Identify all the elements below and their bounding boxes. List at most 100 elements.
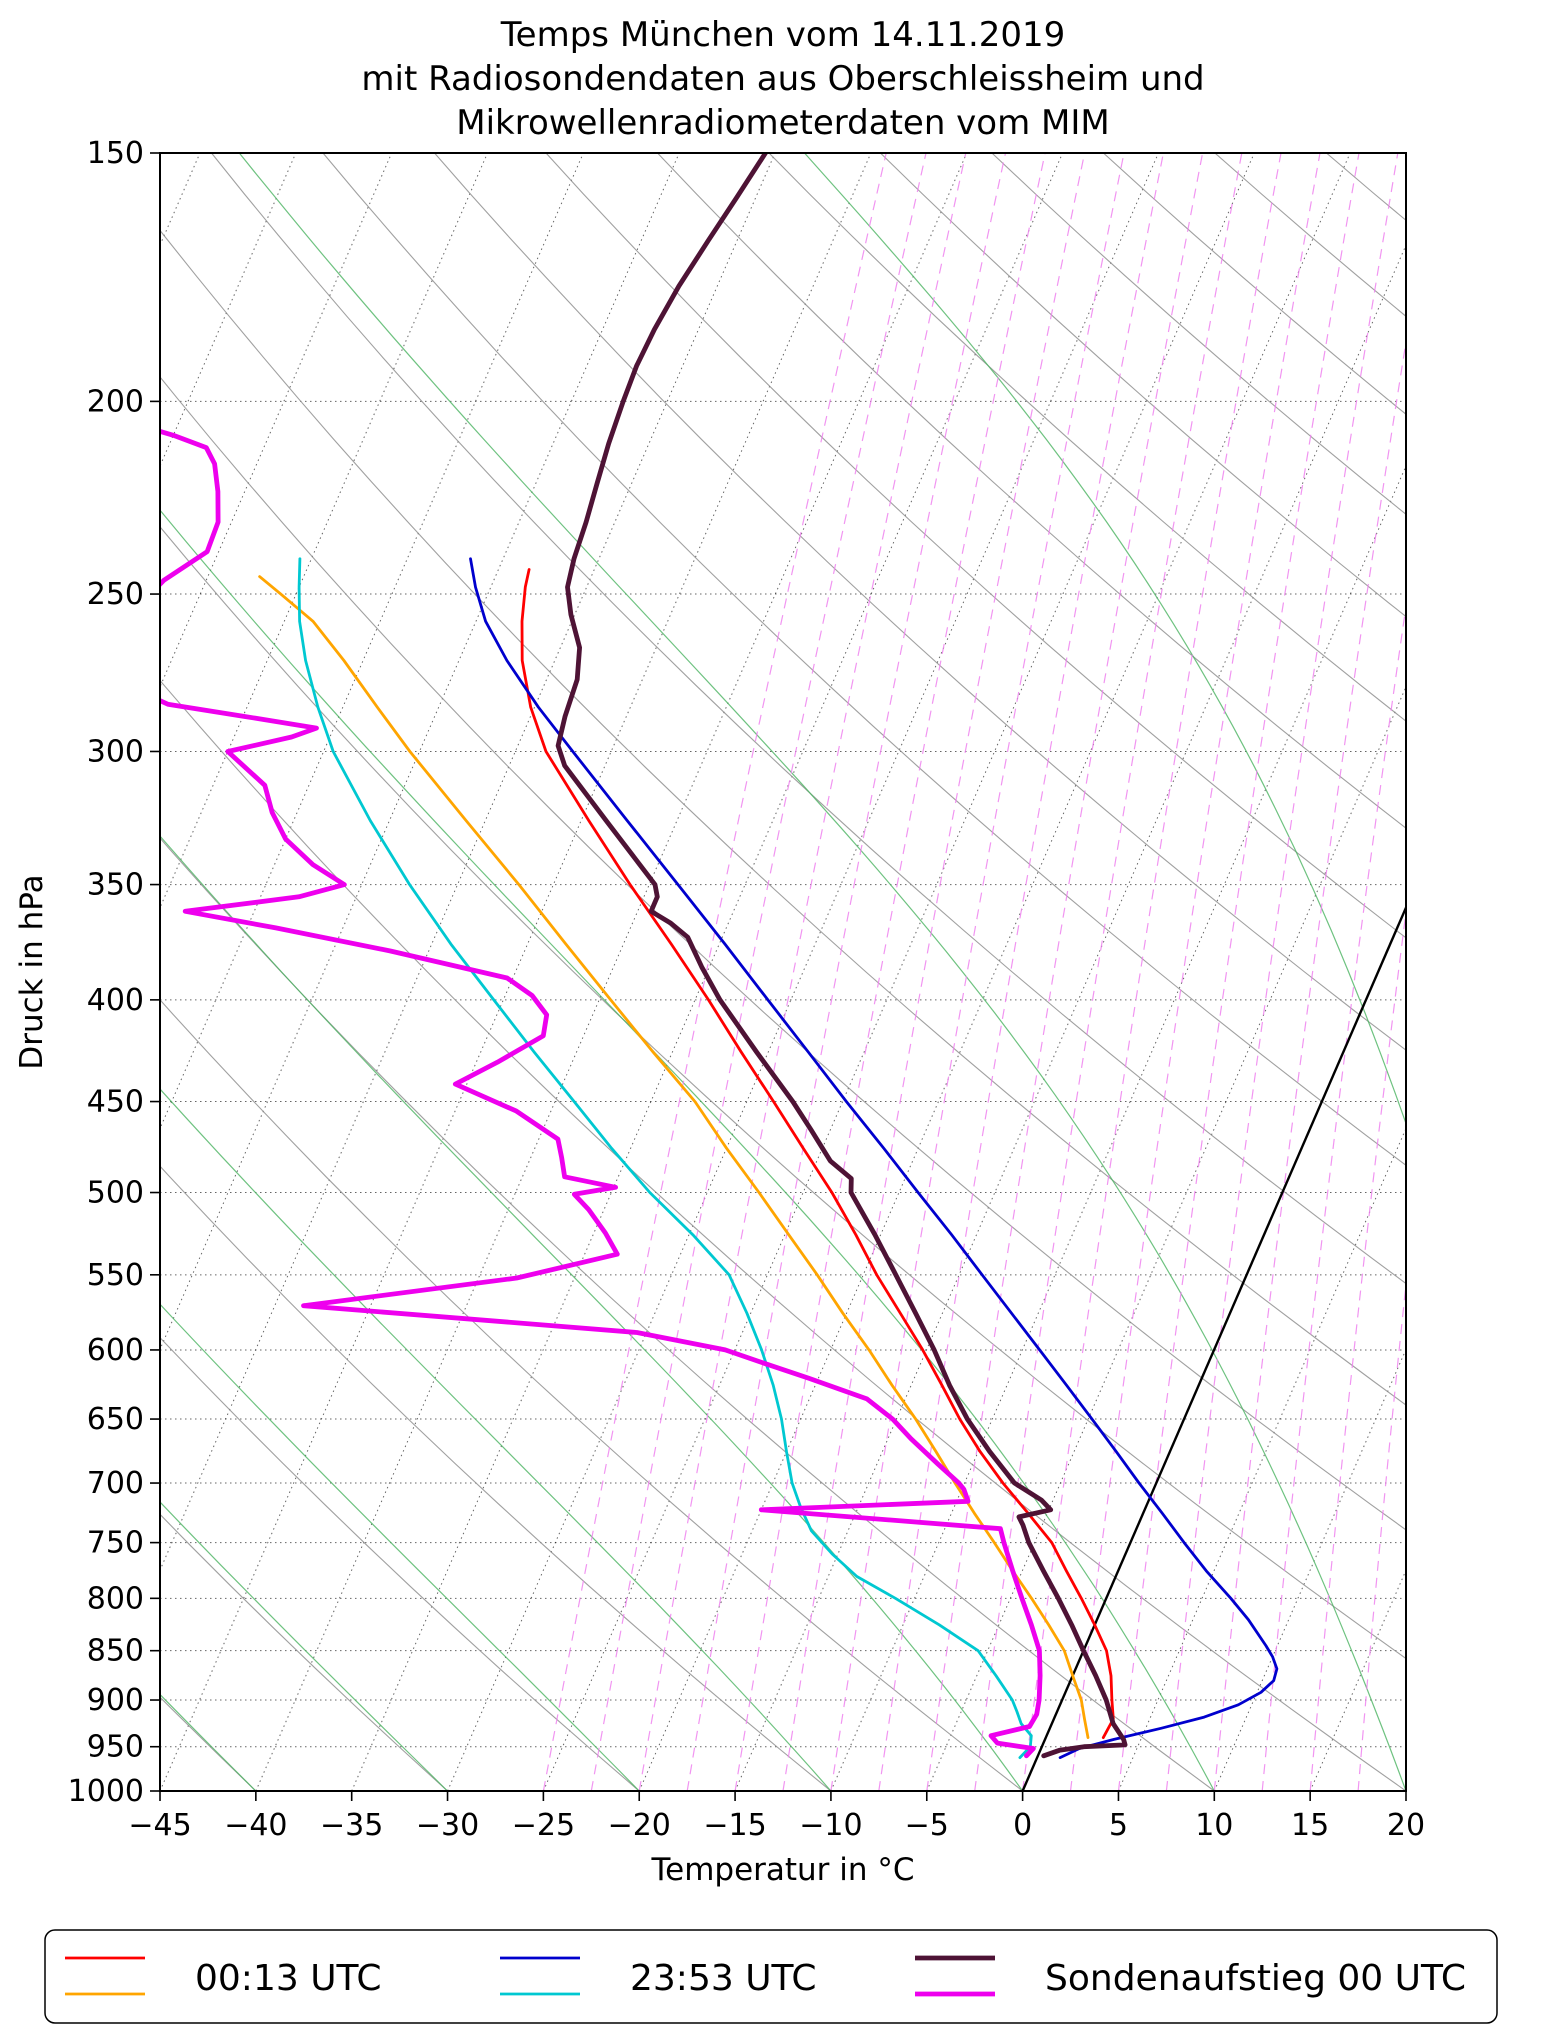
mixing-ratio-line (974, 153, 1243, 1791)
y-tick-label: 450 (87, 1085, 144, 1120)
y-tick-label: 500 (87, 1176, 144, 1211)
mixing-ratio-line (830, 153, 1125, 1791)
y-tick-label: 650 (87, 1402, 144, 1437)
legend-label: Sondenaufstieg 00 UTC (1045, 1958, 1466, 1999)
dry-adiabat-line (657, 153, 1406, 829)
zero-isotherm-line (1021, 904, 1406, 1791)
isotherm-line (1405, 1789, 1406, 1791)
y-tick-label: 300 (87, 734, 144, 769)
dry-adiabat-line (160, 1336, 640, 1791)
dry-adiabat-line (545, 153, 1406, 939)
mixing-ratio-line (542, 153, 887, 1791)
mixing-ratio-line (590, 153, 927, 1791)
mixing-ratio-line (1357, 1278, 1406, 1791)
y-axis-title: Druck in hPa (14, 874, 50, 1069)
y-axis-ticks: 150 200 250 300 350 400 450 500 550 600 650 700 750 8… (68, 136, 160, 1809)
y-tick-label: 600 (87, 1333, 144, 1368)
x-tick-label: 15 (1291, 1808, 1329, 1843)
x-tick-label: −25 (512, 1808, 575, 1843)
dry-adiabat-line (160, 679, 1406, 1791)
dry-adiabat-line (211, 153, 1406, 1285)
dry-adiabat-line (160, 998, 1023, 1791)
mixing-ratio-line (1405, 1783, 1406, 1791)
isotherm-line (255, 153, 968, 1791)
x-tick-label: 10 (1195, 1808, 1233, 1843)
mixing-ratio-line (1069, 153, 1321, 1791)
mixing-ratio-line (734, 153, 1046, 1791)
legend-label: 23:53 UTC (630, 1958, 817, 1999)
mixing-ratio-line (1213, 338, 1406, 1791)
mixing-ratio-line (1117, 153, 1360, 1791)
x-tick-label: 5 (1109, 1808, 1128, 1843)
mixing-ratio-line (1454, 153, 1542, 1791)
mixing-ratio-line (926, 153, 1204, 1791)
x-tick-label: −5 (905, 1808, 949, 1843)
mixing-ratio-line (638, 153, 967, 1791)
dry-adiabat-line (160, 1165, 832, 1791)
y-tick-label: 150 (87, 136, 144, 171)
chart-title-line-1: Temps München vom 14.11.2019 (500, 15, 1066, 55)
dry-adiabat-line (1103, 153, 1406, 415)
chart-title-line-3: Mikrowellenradiometerdaten vom MIM (456, 103, 1109, 143)
mixing-ratio-line (686, 153, 1007, 1791)
x-tick-label: −10 (799, 1808, 862, 1843)
dry-adiabat-line (322, 153, 1406, 1167)
moist-adiabat-line (160, 835, 1024, 1791)
series-t2353 (469, 557, 1279, 1759)
y-tick-label: 700 (87, 1466, 144, 1501)
isotherm-line (160, 153, 872, 1791)
y-tick-label: 1000 (68, 1774, 144, 1809)
profile-curves (160, 153, 1279, 1759)
moist-adiabat-line (160, 509, 1215, 1791)
mixing-ratio-line (1165, 153, 1399, 1791)
series-t0013 (520, 568, 1115, 1739)
legend: 00:13 UTC 23:53 UTC Sondenaufstieg 00 UTC (44, 1929, 1498, 2024)
y-tick-label: 950 (87, 1730, 144, 1765)
x-tick-label: −40 (224, 1808, 287, 1843)
y-tick-label: 900 (87, 1683, 144, 1718)
isotherm-line (1118, 1127, 1406, 1791)
mixing-ratio-line (1022, 153, 1282, 1791)
isotherm-line (160, 153, 488, 909)
mixing-ratio-line (1261, 602, 1406, 1791)
y-tick-label: 850 (87, 1634, 144, 1669)
series-tsonde (555, 153, 1128, 1759)
moist-adiabat-line (160, 1501, 448, 1791)
y-tick-label: 800 (87, 1581, 144, 1616)
x-tick-label: −30 (416, 1808, 479, 1843)
x-tick-label: −35 (320, 1808, 383, 1843)
isotherm-line (160, 153, 393, 689)
y-tick-label: 400 (87, 983, 144, 1018)
x-axis-title: Temperatur in °C (650, 1852, 914, 1888)
series-td0013 (258, 575, 1090, 1739)
plot-frame (159, 152, 1407, 1792)
moist-adiabat-line (238, 153, 1406, 1791)
dry-adiabat-line (160, 1513, 448, 1791)
y-tick-label: 200 (87, 384, 144, 419)
isotherm-line (1309, 1568, 1406, 1791)
isotherm-line (926, 685, 1406, 1791)
dry-adiabat-line (160, 229, 1406, 1406)
y-tick-label: 750 (87, 1526, 144, 1561)
isotherm-line (1022, 906, 1406, 1791)
mixing-ratio-line (782, 153, 1086, 1791)
x-tick-label: −15 (703, 1808, 766, 1843)
mixing-ratio-line (1309, 907, 1406, 1791)
x-tick-label: −45 (128, 1808, 191, 1843)
y-tick-label: 250 (87, 577, 144, 612)
dry-adiabat-line (160, 526, 1406, 1660)
legend-label: 00:13 UTC (195, 1958, 382, 1999)
x-axis-ticks: −45 −40 −35 −30 −25 −20 −15 −10 −5 0 5 10 15 20 (128, 1791, 1425, 1843)
y-tick-label: 350 (87, 868, 144, 903)
y-tick-label: 550 (87, 1258, 144, 1293)
plot-background-lines (160, 153, 1542, 1791)
dry-adiabat-line (1326, 153, 1406, 222)
x-tick-label: 0 (1013, 1808, 1032, 1843)
mixing-ratio-line (878, 153, 1164, 1791)
legend-box (44, 1929, 1498, 2024)
dry-adiabat-line (160, 376, 1406, 1531)
x-tick-label: −20 (608, 1808, 671, 1843)
dry-adiabat-line (434, 153, 1406, 1051)
